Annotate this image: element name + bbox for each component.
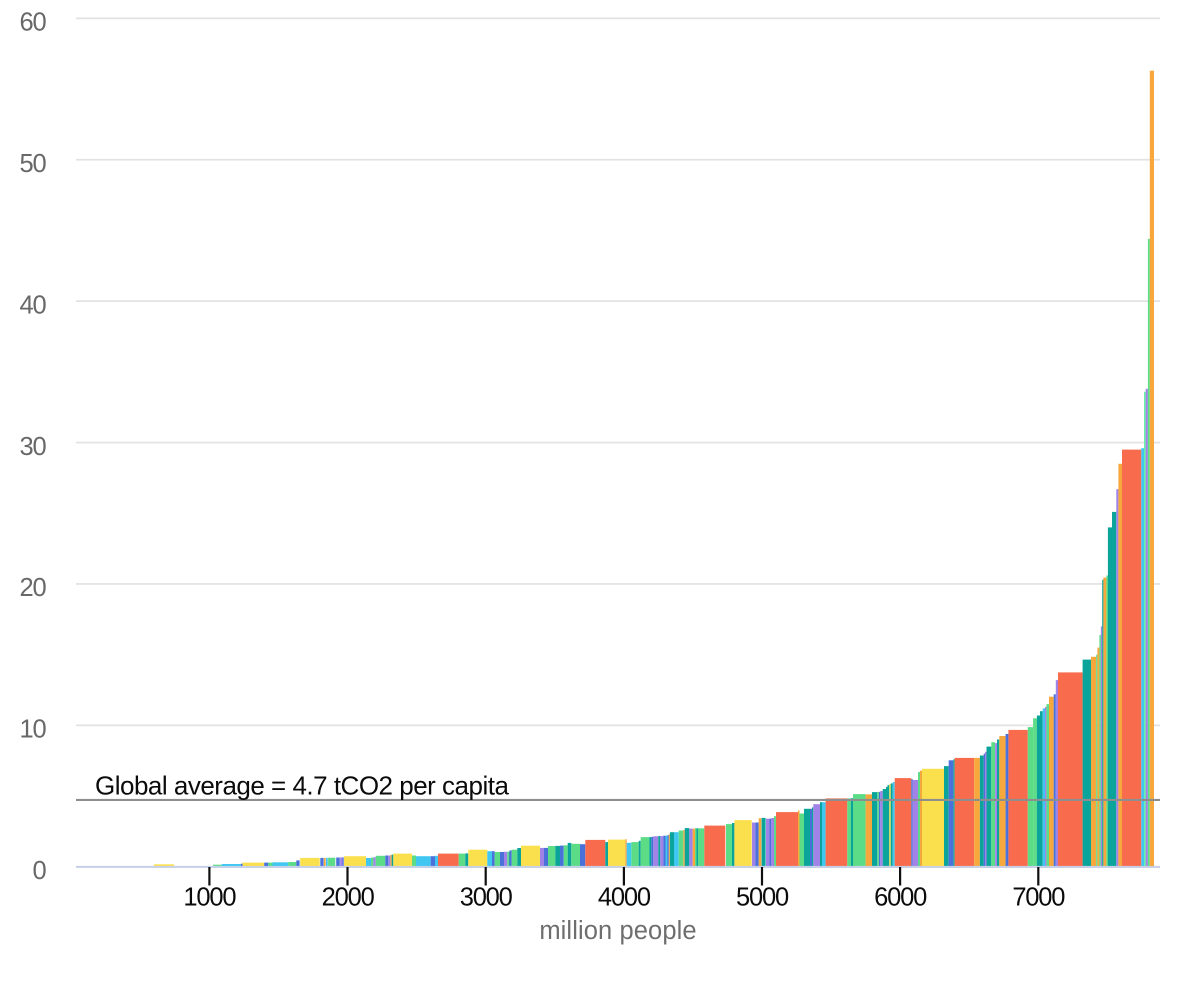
- svg-text:6000: 6000: [874, 884, 927, 912]
- svg-text:7000: 7000: [1012, 884, 1065, 912]
- svg-text:4000: 4000: [598, 884, 651, 912]
- svg-text:million people: million people: [539, 917, 696, 945]
- svg-text:20: 20: [20, 574, 47, 602]
- svg-text:60: 60: [20, 9, 47, 37]
- svg-text:50: 50: [20, 150, 47, 178]
- svg-text:2000: 2000: [322, 884, 375, 912]
- svg-text:0: 0: [33, 857, 47, 885]
- svg-text:1000: 1000: [183, 884, 236, 912]
- svg-text:Global average = 4.7 tCO2 per: Global average = 4.7 tCO2 per capita: [95, 770, 509, 800]
- svg-text:30: 30: [20, 433, 47, 461]
- svg-text:40: 40: [20, 291, 47, 319]
- svg-text:5000: 5000: [736, 884, 789, 912]
- svg-text:10: 10: [20, 716, 47, 744]
- svg-text:3000: 3000: [460, 884, 513, 912]
